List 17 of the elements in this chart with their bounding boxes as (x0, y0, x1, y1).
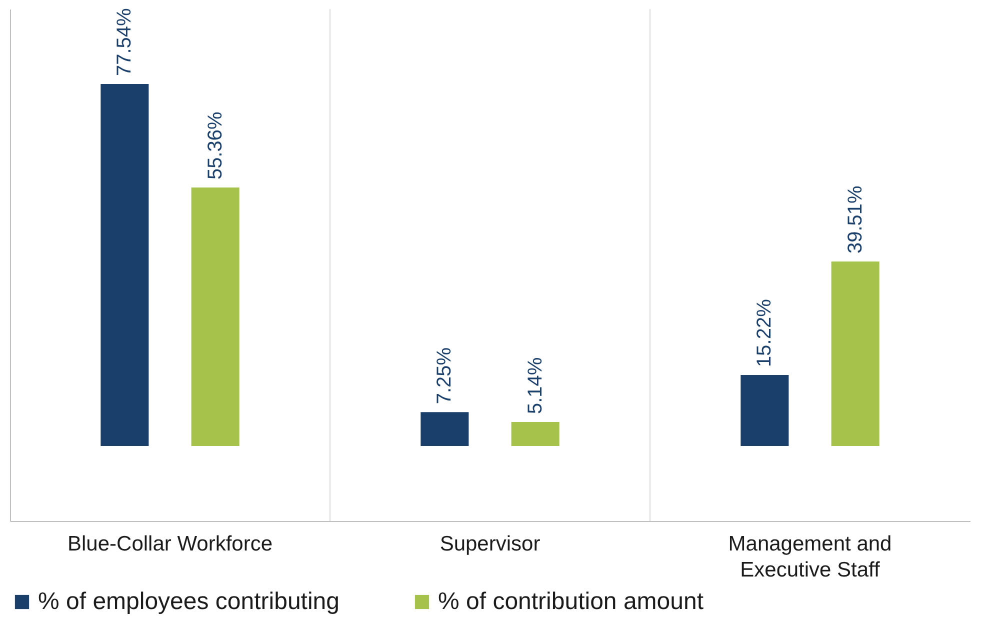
data-label: 39.51% (844, 185, 866, 254)
legend-label: % of contribution amount (438, 588, 704, 615)
bar (420, 412, 469, 446)
bar (740, 374, 789, 446)
data-label: 7.25% (434, 347, 456, 404)
x-tick-label: Blue-Collar Workforce (67, 532, 273, 556)
x-tick-label: Management and Executive Staff (728, 532, 892, 582)
bar (831, 262, 880, 446)
legend-label: % of employees contributing (38, 588, 340, 615)
bar (511, 422, 560, 446)
data-label: 5.14% (524, 357, 546, 414)
data-label: 77.54% (114, 8, 136, 76)
bar (100, 84, 149, 446)
data-label: 15.22% (754, 298, 776, 367)
x-tick-label: Supervisor (440, 532, 540, 556)
data-label: 55.36% (204, 112, 226, 180)
bar (191, 188, 240, 446)
